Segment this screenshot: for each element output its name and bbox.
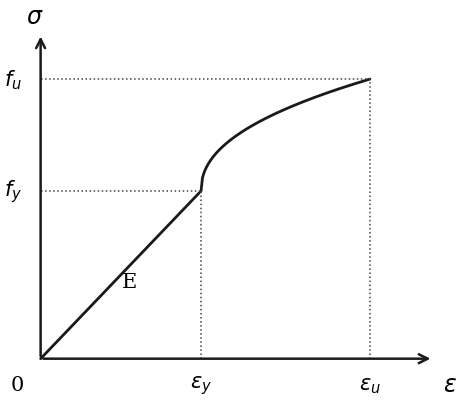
Text: $f_u$: $f_u$ [4,68,22,92]
Text: $\sigma$: $\sigma$ [26,6,43,28]
Text: $\varepsilon_y$: $\varepsilon_y$ [190,374,212,396]
Text: E: E [122,273,137,292]
Text: 0: 0 [11,375,24,395]
Text: $\varepsilon$: $\varepsilon$ [443,373,457,397]
Text: $f_y$: $f_y$ [4,178,22,205]
Text: $\varepsilon_u$: $\varepsilon_u$ [359,375,381,395]
